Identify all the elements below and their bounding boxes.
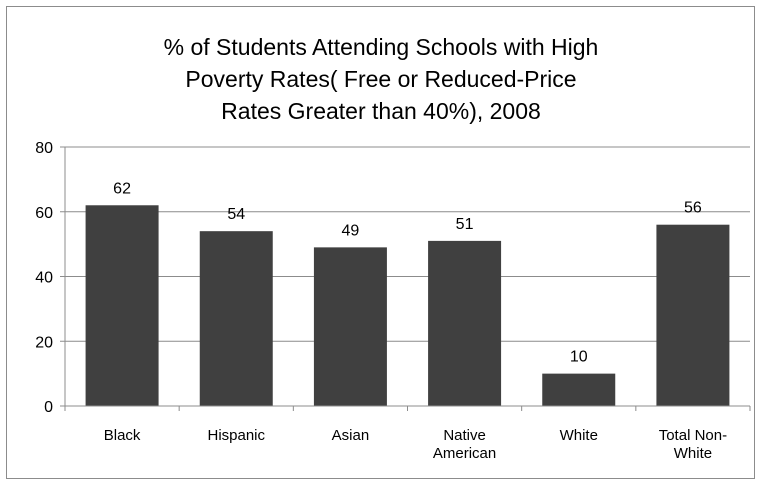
y-tick-label: 0 — [44, 399, 53, 416]
chart-title-line: % of Students Attending Schools with Hig… — [164, 34, 599, 60]
data-label: 49 — [342, 222, 360, 239]
bar-chart: % of Students Attending Schools with Hig… — [35, 34, 751, 462]
chart-title-line: Poverty Rates( Free or Reduced-Price — [185, 66, 576, 92]
y-tick-label: 40 — [35, 270, 53, 287]
category-label: Black — [104, 427, 141, 444]
y-tick-label: 20 — [35, 334, 53, 351]
category-label: Asian — [332, 427, 370, 444]
chart-frame: % of Students Attending Schools with Hig… — [6, 6, 755, 479]
bar — [85, 205, 159, 406]
y-tick-label: 80 — [35, 140, 53, 157]
y-tick-label: 60 — [35, 205, 53, 222]
category-label: Native — [443, 427, 486, 444]
data-label: 56 — [684, 200, 702, 217]
bar — [656, 224, 730, 406]
data-label: 54 — [227, 206, 245, 223]
category-label: American — [433, 445, 496, 462]
bar — [313, 247, 387, 406]
bars — [85, 205, 730, 406]
chart-title-line: Rates Greater than 40%), 2008 — [221, 98, 541, 124]
data-labels: 62 54 49 51 10 56 — [113, 180, 702, 365]
bar — [542, 373, 616, 406]
category-label: Hispanic — [207, 427, 265, 444]
category-label: White — [560, 427, 598, 444]
bar — [428, 240, 502, 406]
category-label: Total Non- — [659, 427, 727, 444]
data-label: 10 — [570, 349, 588, 366]
data-label: 51 — [456, 216, 474, 233]
axes — [64, 147, 750, 407]
chart-title: % of Students Attending Schools with Hig… — [164, 34, 599, 124]
data-label: 62 — [113, 180, 131, 197]
bar — [199, 231, 273, 406]
y-axis-tick-labels: 0 20 40 60 80 — [35, 140, 53, 416]
gridlines — [60, 146, 751, 411]
category-label: White — [674, 445, 712, 462]
